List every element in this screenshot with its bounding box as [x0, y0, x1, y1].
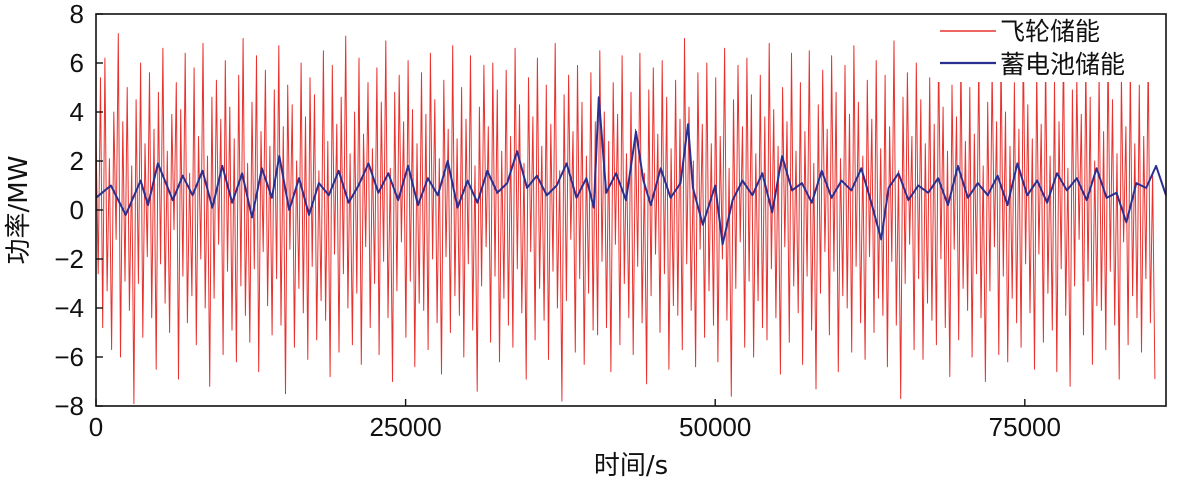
ticks-layer: −8 −6 −4 −2 0 2 4 6 8 0 25000 50000 75000: [54, 0, 1061, 442]
y-tick-label: −2: [54, 244, 84, 274]
series-line-flywheel: [95, 33, 1156, 405]
x-tick-label: 50000: [679, 412, 751, 442]
legend: 飞轮储能 蓄电池储能: [932, 16, 1164, 82]
y-axis-label: 功率/MW: [4, 156, 34, 265]
y-tick-label: 0: [70, 195, 84, 225]
legend-background: [932, 16, 1164, 82]
legend-label-battery: 蓄电池储能: [1000, 50, 1125, 79]
x-tick-label: 25000: [369, 412, 441, 442]
y-tick-label: −6: [54, 342, 84, 372]
series-layer: [95, 33, 1167, 405]
x-tick-label: 0: [89, 412, 103, 442]
y-tick-label: 4: [70, 97, 84, 127]
legend-label-flywheel: 飞轮储能: [1000, 17, 1100, 46]
x-tick-label: 75000: [989, 412, 1061, 442]
y-tick-label: 2: [70, 146, 84, 176]
x-axis-label: 时间/s: [594, 451, 668, 481]
series-line-battery: [95, 96, 1167, 246]
y-tick-label: 8: [70, 0, 84, 29]
y-tick-label: 6: [70, 48, 84, 78]
y-tick-label: −4: [54, 293, 84, 323]
y-tick-label: −8: [54, 391, 84, 421]
